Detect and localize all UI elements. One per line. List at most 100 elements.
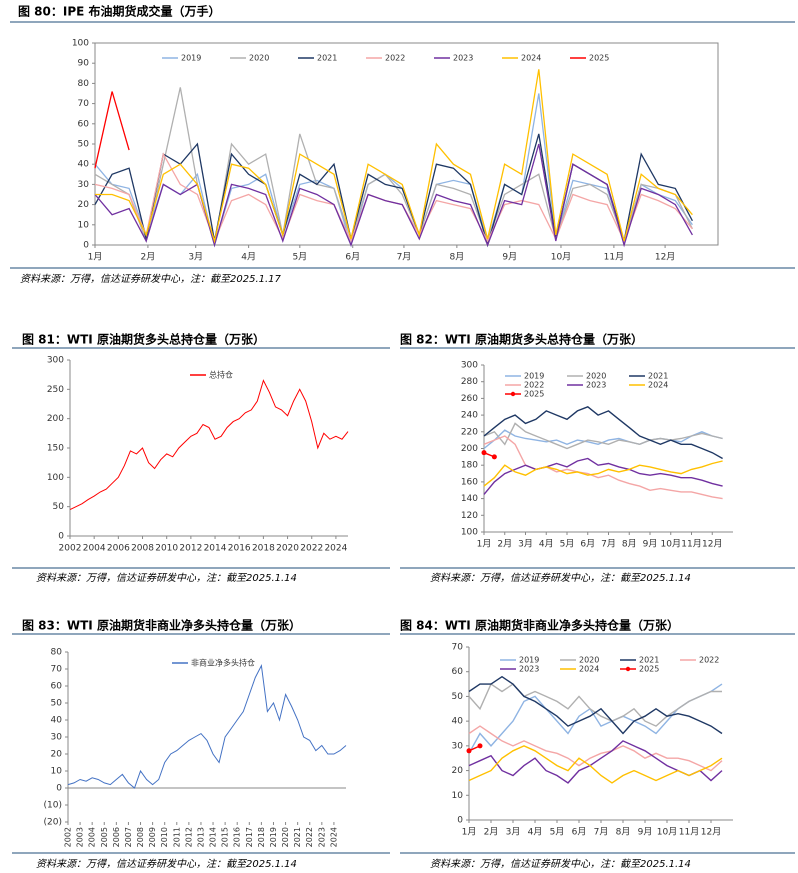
y-tick-label: 240 [461, 411, 478, 421]
x-tick-label: 2024 [324, 544, 347, 554]
x-tick-label: 2011 [172, 827, 181, 847]
series-line [94, 91, 130, 169]
y-tick-label: 0 [83, 241, 89, 251]
y-tick-label: 0 [56, 784, 62, 794]
y-tick-label: 200 [47, 414, 64, 424]
y-tick-label: 20 [78, 200, 90, 210]
x-tick-label: 8月 [616, 827, 631, 838]
y-tick-label: 70 [51, 665, 63, 675]
series-line [94, 87, 693, 246]
y-tick-label: 250 [47, 385, 64, 395]
x-tick-label: 10月 [661, 539, 681, 550]
y-tick-label: 10 [452, 791, 464, 801]
x-tick-label: 2013 [196, 827, 205, 847]
series-line [94, 152, 693, 243]
y-tick-label: 0 [457, 816, 463, 826]
x-tick-label: 2018 [252, 544, 275, 554]
legend-label: 2023 [586, 381, 606, 390]
y-tick-label: 280 [461, 377, 478, 387]
series-line [468, 740, 723, 784]
x-tick-label: 2024 [329, 827, 338, 847]
x-tick-label: 5月 [560, 539, 575, 550]
plot-frame [94, 42, 719, 246]
y-tick-label: 30 [78, 180, 90, 190]
series-line [483, 435, 723, 500]
y-tick-label: 20 [51, 750, 63, 760]
y-tick-label: 70 [452, 643, 464, 653]
y-tick-label: 60 [78, 119, 90, 129]
y-tick-label: 160 [461, 477, 478, 487]
source-note: 资料来源：万得，信达证券研发中心，注：截至2025.1.14 [430, 572, 691, 584]
series-line [483, 422, 723, 450]
series-line [95, 69, 693, 244]
legend-label: 2020 [249, 54, 269, 63]
x-tick-label: 7月 [594, 827, 609, 838]
series-line [94, 143, 693, 248]
x-tick-label: 3月 [518, 539, 533, 550]
x-tick-label: 10月 [551, 252, 571, 263]
x-tick-label: 2016 [233, 827, 242, 847]
x-tick-label: 6月 [580, 539, 595, 550]
x-tick-label: 5月 [550, 827, 565, 838]
x-tick-label: 2008 [131, 544, 154, 554]
legend-label: 2024 [648, 381, 668, 390]
x-tick-label: 11月 [604, 252, 624, 263]
x-tick-label: 2012 [179, 544, 202, 554]
x-tick-label: 2003 [76, 827, 85, 847]
y-tick-label: 70 [78, 99, 90, 109]
legend-label: 2024 [521, 54, 541, 63]
x-tick-label: 2023 [317, 827, 326, 847]
y-tick-label: 300 [47, 356, 64, 366]
y-tick-label: 100 [461, 528, 478, 538]
legend-label: 2019 [519, 656, 539, 665]
chart-title: 图 84：WTI 原油期货非商业净多头持仓量（万张） [400, 618, 679, 633]
legend-label: 总持仓 [209, 370, 233, 380]
legend-label: 2020 [579, 656, 599, 665]
x-tick-label: 5月 [292, 252, 307, 263]
x-tick-label: 1月 [88, 252, 103, 263]
y-tick-label: 60 [452, 667, 464, 677]
source-note: 资料来源：万得，信达证券研发中心，注：截至2025.1.14 [36, 858, 297, 870]
y-tick-label: 90 [78, 59, 90, 69]
x-tick-label: 2015 [221, 827, 230, 847]
x-tick-label: 6月 [345, 252, 360, 263]
x-tick-label: 2月 [141, 252, 156, 263]
x-tick-label: 11月 [679, 827, 699, 838]
y-tick-label: 60 [51, 682, 63, 692]
series-line [468, 745, 723, 784]
y-tick-label: 10 [78, 220, 90, 230]
legend-label: 2022 [524, 381, 544, 390]
point [481, 450, 487, 456]
x-tick-label: 12月 [701, 827, 721, 838]
legend-label: 2025 [639, 665, 659, 674]
x-tick-label: 11月 [681, 539, 701, 550]
y-tick-label: 100 [47, 473, 64, 483]
series-line [483, 405, 723, 460]
y-tick-label: 200 [461, 444, 478, 454]
y-tick-label: 120 [461, 511, 478, 521]
x-tick-label: 2018 [257, 827, 266, 847]
y-tick-label: 40 [51, 716, 63, 726]
x-tick-label: 2012 [184, 827, 193, 847]
chart-title: 图 82：WTI 原油期货多头总持仓量（万张） [400, 332, 643, 347]
y-tick-label: 220 [461, 427, 478, 437]
series-line [468, 675, 723, 735]
x-tick-label: 9月 [502, 252, 517, 263]
legend-label: 2024 [579, 665, 599, 674]
x-tick-label: 2008 [136, 827, 145, 847]
x-tick-label: 2002 [64, 827, 73, 847]
legend-label: 2021 [639, 656, 659, 665]
x-tick-label: 2021 [293, 827, 302, 847]
y-tick-label: 140 [461, 494, 478, 504]
x-tick-label: 4月 [539, 539, 554, 550]
y-tick-label: (20) [44, 818, 62, 828]
x-tick-label: 2010 [155, 544, 178, 554]
x-tick-label: 2017 [245, 827, 254, 847]
y-tick-label: 20 [452, 766, 464, 776]
y-tick-label: 40 [78, 160, 90, 170]
legend-label: 2022 [385, 54, 405, 63]
series-line [468, 725, 723, 772]
x-tick-label: 2022 [300, 544, 323, 554]
source-note: 资料来源：万得，信达证券研发中心，注：截至2025.1.14 [36, 572, 297, 584]
legend-label: 2025 [524, 390, 544, 399]
